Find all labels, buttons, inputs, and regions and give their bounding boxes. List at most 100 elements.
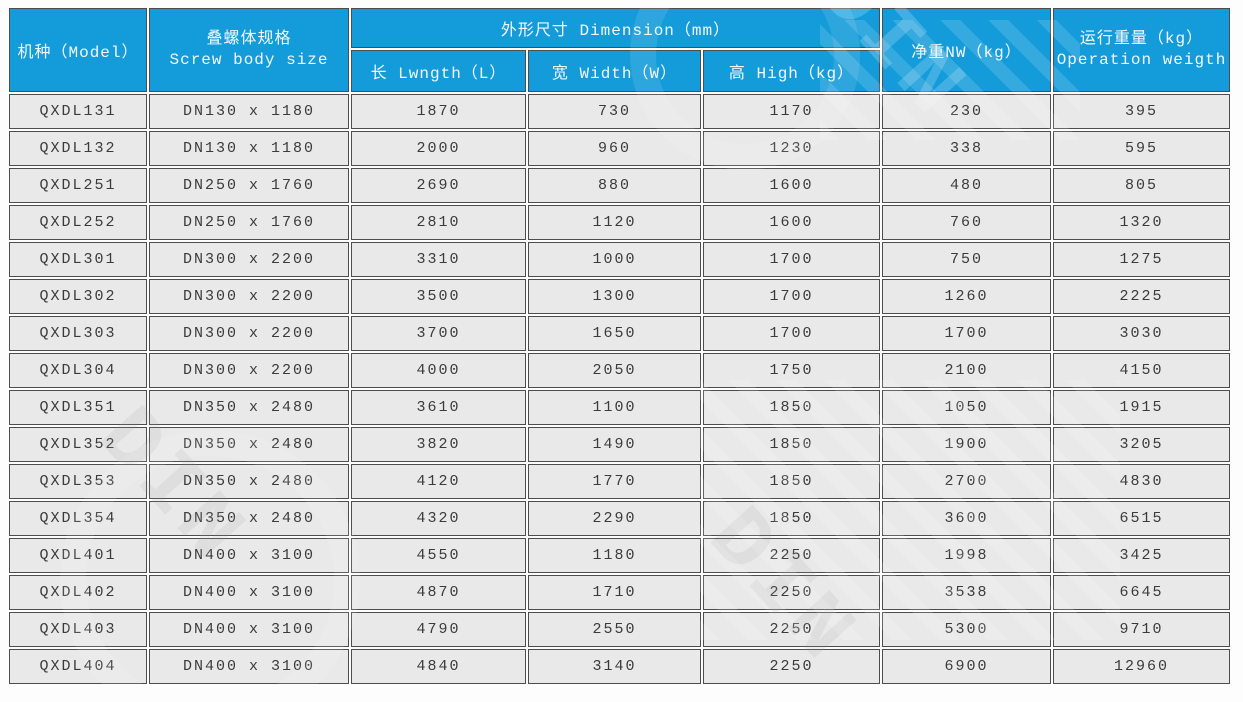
cell-operation-weight: 805 (1053, 168, 1230, 203)
cell-model: QXDL401 (9, 538, 147, 573)
cell-model: QXDL132 (9, 131, 147, 166)
cell-width: 880 (528, 168, 701, 203)
cell-net-weight: 1900 (882, 427, 1051, 462)
table-body: QXDL131 DN130 x 1180 1870 730 1170 230 3… (9, 94, 1230, 684)
cell-model: QXDL352 (9, 427, 147, 462)
cell-model: QXDL354 (9, 501, 147, 536)
cell-width: 730 (528, 94, 701, 129)
cell-height: 1850 (703, 464, 880, 499)
table-row: QXDL352 DN350 x 2480 3820 1490 1850 1900… (9, 427, 1230, 462)
cell-operation-weight: 1275 (1053, 242, 1230, 277)
cell-screw-body-size: DN300 x 2200 (149, 316, 349, 351)
cell-net-weight: 1050 (882, 390, 1051, 425)
cell-screw-body-size: DN130 x 1180 (149, 131, 349, 166)
table-row: QXDL351 DN350 x 2480 3610 1100 1850 1050… (9, 390, 1230, 425)
cell-length: 2690 (351, 168, 526, 203)
cell-height: 1230 (703, 131, 880, 166)
cell-net-weight: 1700 (882, 316, 1051, 351)
cell-operation-weight: 595 (1053, 131, 1230, 166)
cell-model: QXDL251 (9, 168, 147, 203)
table-row: QXDL252 DN250 x 1760 2810 1120 1600 760 … (9, 205, 1230, 240)
table-row: QXDL301 DN300 x 2200 3310 1000 1700 750 … (9, 242, 1230, 277)
table-header: 机种（Model） 叠螺体规格 Screw body size 外形尺寸 Dim… (9, 8, 1230, 92)
cell-model: QXDL303 (9, 316, 147, 351)
cell-net-weight: 1260 (882, 279, 1051, 314)
col-header-height: 高 High（kg） (703, 50, 880, 92)
table-row: QXDL302 DN300 x 2200 3500 1300 1700 1260… (9, 279, 1230, 314)
cell-length: 4870 (351, 575, 526, 610)
cell-height: 2250 (703, 649, 880, 684)
cell-width: 2050 (528, 353, 701, 388)
cell-net-weight: 2700 (882, 464, 1051, 499)
cell-length: 4120 (351, 464, 526, 499)
cell-operation-weight: 6515 (1053, 501, 1230, 536)
cell-height: 1700 (703, 279, 880, 314)
cell-width: 1650 (528, 316, 701, 351)
cell-model: QXDL301 (9, 242, 147, 277)
cell-net-weight: 1998 (882, 538, 1051, 573)
cell-model: QXDL131 (9, 94, 147, 129)
cell-width: 960 (528, 131, 701, 166)
cell-length: 4550 (351, 538, 526, 573)
cell-length: 2000 (351, 131, 526, 166)
cell-model: QXDL252 (9, 205, 147, 240)
col-header-screw-body-zh: 叠螺体规格 (206, 30, 292, 49)
cell-net-weight: 5300 (882, 612, 1051, 647)
col-header-width: 宽 Width（W） (528, 50, 701, 92)
cell-length: 3500 (351, 279, 526, 314)
cell-length: 1870 (351, 94, 526, 129)
cell-model: QXDL402 (9, 575, 147, 610)
cell-operation-weight: 395 (1053, 94, 1230, 129)
cell-net-weight: 3538 (882, 575, 1051, 610)
cell-model: QXDL403 (9, 612, 147, 647)
cell-model: QXDL304 (9, 353, 147, 388)
col-header-operation-weight: 运行重量（kg） Operation weigth (1053, 8, 1230, 92)
cell-height: 1750 (703, 353, 880, 388)
cell-operation-weight: 1320 (1053, 205, 1230, 240)
cell-height: 2250 (703, 575, 880, 610)
cell-screw-body-size: DN300 x 2200 (149, 279, 349, 314)
cell-width: 2290 (528, 501, 701, 536)
cell-net-weight: 230 (882, 94, 1051, 129)
cell-width: 1300 (528, 279, 701, 314)
cell-screw-body-size: DN400 x 3100 (149, 538, 349, 573)
table-row: QXDL304 DN300 x 2200 4000 2050 1750 2100… (9, 353, 1230, 388)
cell-length: 4320 (351, 501, 526, 536)
cell-net-weight: 480 (882, 168, 1051, 203)
cell-operation-weight: 4830 (1053, 464, 1230, 499)
table-row: QXDL404 DN400 x 3100 4840 3140 2250 6900… (9, 649, 1230, 684)
table-row: QXDL251 DN250 x 1760 2690 880 1600 480 8… (9, 168, 1230, 203)
cell-net-weight: 6900 (882, 649, 1051, 684)
cell-height: 1700 (703, 242, 880, 277)
cell-operation-weight: 3030 (1053, 316, 1230, 351)
cell-model: QXDL404 (9, 649, 147, 684)
table-row: QXDL132 DN130 x 1180 2000 960 1230 338 5… (9, 131, 1230, 166)
col-header-length: 长 Lwngth（L） (351, 50, 526, 92)
cell-length: 3610 (351, 390, 526, 425)
cell-screw-body-size: DN350 x 2480 (149, 390, 349, 425)
cell-width: 1180 (528, 538, 701, 573)
cell-width: 1770 (528, 464, 701, 499)
cell-screw-body-size: DN300 x 2200 (149, 353, 349, 388)
cell-operation-weight: 4150 (1053, 353, 1230, 388)
cell-screw-body-size: DN300 x 2200 (149, 242, 349, 277)
table-row: QXDL401 DN400 x 3100 4550 1180 2250 1998… (9, 538, 1230, 573)
cell-operation-weight: 12960 (1053, 649, 1230, 684)
cell-model: QXDL302 (9, 279, 147, 314)
cell-width: 1000 (528, 242, 701, 277)
cell-length: 3310 (351, 242, 526, 277)
cell-height: 1600 (703, 168, 880, 203)
cell-length: 4790 (351, 612, 526, 647)
cell-width: 1120 (528, 205, 701, 240)
cell-operation-weight: 9710 (1053, 612, 1230, 647)
cell-net-weight: 3600 (882, 501, 1051, 536)
col-header-dimension-group: 外形尺寸 Dimension（mm） (351, 8, 880, 48)
col-header-screw-body-en: Screw body size (169, 51, 329, 69)
cell-screw-body-size: DN350 x 2480 (149, 464, 349, 499)
cell-net-weight: 760 (882, 205, 1051, 240)
cell-operation-weight: 6645 (1053, 575, 1230, 610)
cell-screw-body-size: DN250 x 1760 (149, 205, 349, 240)
table-row: QXDL353 DN350 x 2480 4120 1770 1850 2700… (9, 464, 1230, 499)
cell-model: QXDL351 (9, 390, 147, 425)
cell-height: 1170 (703, 94, 880, 129)
